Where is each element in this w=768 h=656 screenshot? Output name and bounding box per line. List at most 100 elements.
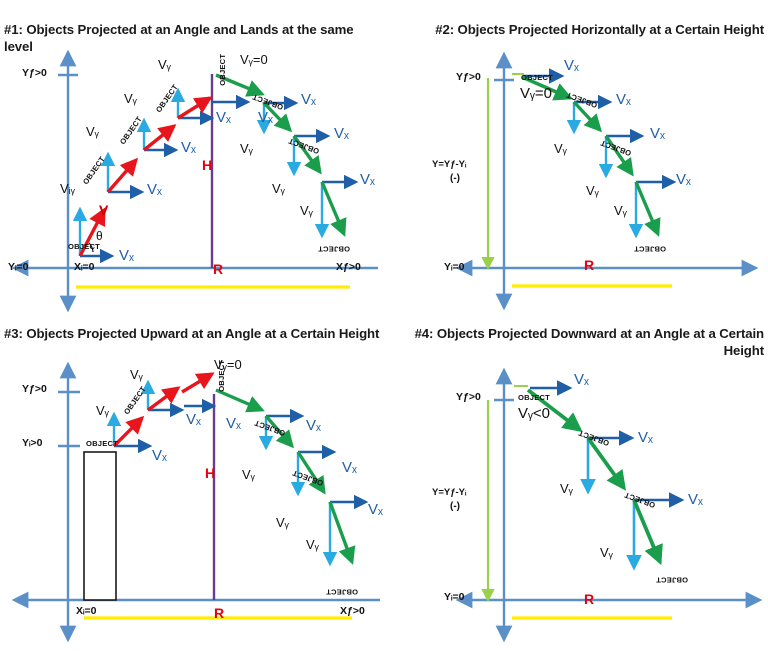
panel-2-vx-3: Vₓ [676, 171, 691, 188]
panel-4-launch-vx-label: Vₓ [574, 371, 589, 388]
panel-1-apex-object: OBJECT [218, 53, 228, 86]
panel-3-vx-2: Vₓ [306, 417, 321, 434]
panel-1-height-label: H [202, 157, 213, 173]
panel-2-vx-1: Vₓ [616, 91, 631, 108]
panel-1-descend-point-3 [314, 174, 359, 239]
panel-2-title: #2: Objects Projected Horizontally at a … [435, 22, 764, 37]
panel-1-object-6: OBJECT [318, 244, 351, 254]
panel-2-vy-3: Vᵧ [614, 203, 627, 218]
panel-4: #4: Objects Projected Downward at an Ang… [384, 320, 768, 656]
panel-3: #3: Objects Projected Upward at an Angle… [0, 320, 384, 656]
panel-1-ascend-point-3 [170, 87, 215, 126]
panel-1: #1: Objects Projected at an Angle and La… [0, 0, 384, 320]
panel-1-vy-1: Vᵧ [86, 124, 99, 139]
panel-1-x-initial-label: Xᵢ=0 [74, 261, 95, 273]
panel-3-descend-point-3 [322, 494, 369, 567]
panel-1-vy-5: Vᵧ [272, 181, 285, 196]
panel-1-vx-6: Vₓ [360, 171, 375, 188]
panel-2-stage [384, 40, 768, 320]
panel-4-object-3: OBJECT [656, 575, 689, 585]
panel-1-vx-3: Vₓ [216, 109, 231, 126]
panel-1-ascend-point-1 [100, 151, 145, 200]
panel-1-vy-6: Vᵧ [300, 203, 313, 218]
panel-1-title: #1: Objects Projected at an Angle and La… [4, 22, 354, 54]
panel-3-stage [0, 348, 384, 648]
panel-3-vx-apex: Vₓ [226, 415, 241, 432]
panel-1-y-initial-label: Yᵢ=0 [8, 261, 29, 273]
panel-3-title: #3: Objects Projected Upward at an Angle… [4, 326, 380, 341]
panel-1-vx-4: Vₓ [301, 91, 316, 108]
panel-1-launch-vy-label: Vᵢᵧ [60, 181, 75, 196]
panel-3-vy-0: Vᵧ [96, 403, 109, 418]
panel-2-axes [455, 51, 759, 311]
panel-3-y-final-label: Yƒ>0 [22, 383, 47, 395]
panel-4-title: #4: Objects Projected Downward at an Ang… [414, 326, 765, 358]
panel-2-descend-point-2 [598, 128, 645, 179]
panel-4-y-initial-label: Yᵢ=0 [444, 591, 465, 603]
panel-2-launch-vx-label: Vₓ [564, 57, 579, 74]
panel-2-vx-2: Vₓ [650, 125, 665, 142]
panel-2-descend-point-3 [628, 174, 677, 239]
panel-4-drop-label: Y=Yƒ-Yᵢ [432, 487, 467, 498]
panel-1-ascend-point-2 [136, 117, 179, 158]
panel-4-vx-2: Vₓ [688, 491, 703, 508]
panel-1-launch-vectors [72, 206, 115, 264]
panel-3-x-final-label: Xƒ>0 [340, 605, 365, 617]
panel-3-vy-2: Vᵧ [242, 467, 255, 482]
panel-1-vx-2: Vₓ [181, 139, 196, 156]
panel-4-launch-vy-condition: Vᵧ<0 [518, 405, 550, 422]
panel-3-x-initial-label: Xᵢ=0 [76, 605, 97, 617]
panel-1-launch-object-label: OBJECT [68, 242, 101, 251]
panel-2-y-final-label: Yƒ>0 [456, 71, 481, 83]
panel-3-vx-3: Vₓ [342, 459, 357, 476]
panel-2: #2: Objects Projected Horizontally at a … [384, 0, 768, 320]
panel-1-apex-vy-label: Vᵧ=0 [240, 52, 268, 67]
panel-2-launch-vectors [512, 68, 573, 101]
panel-3-apex-vy-label: Vᵧ=0 [214, 357, 242, 372]
panel-2-vy-2: Vᵧ [586, 183, 599, 198]
panel-4-descend-point-2 [626, 492, 685, 571]
panel-1-range-label: R [213, 261, 224, 277]
panel-3-platform [83, 451, 117, 601]
panel-3-vx-4: Vₓ [368, 501, 383, 518]
panel-3-object-4: OBJECT [326, 587, 359, 597]
panel-1-y-final-label: Yƒ>0 [22, 67, 47, 79]
panel-4-vx-1: Vₓ [638, 429, 653, 446]
panel-3-ascend-point-1 [106, 411, 153, 454]
panel-2-drop-label: Y=Yƒ-Yᵢ [432, 159, 467, 170]
panel-3-range-label: R [214, 605, 225, 621]
panel-3-vy-3: Vᵧ [276, 515, 289, 530]
panel-4-range-label: R [584, 591, 595, 607]
panel-4-launch-object-label: OBJECT [518, 393, 551, 402]
panel-3-descend-point-1 [258, 408, 305, 451]
panel-4-vy-1: Vᵧ [560, 481, 573, 496]
panel-3-vy-4: Vᵧ [306, 537, 319, 552]
panel-4-descend-point-1 [580, 430, 635, 495]
panel-3-ascend-point-2 [140, 379, 185, 418]
panel-1-vy-2: Vᵧ [124, 91, 137, 106]
panel-4-y-final-label: Yƒ>0 [456, 391, 481, 403]
panel-4-stage [384, 356, 768, 648]
panel-3-ascend-point-3 [181, 372, 217, 414]
panel-3-launch-object-label: OBJECT [86, 439, 119, 448]
panel-1-apex [212, 73, 265, 110]
panel-4-axes [455, 367, 763, 643]
panel-1-vx-1: Vₓ [147, 181, 162, 198]
panel-2-drop-sign-label: (-) [450, 173, 460, 184]
panel-3-vy-1: Vᵧ [130, 367, 143, 382]
panel-2-descend-point-1 [566, 94, 613, 135]
panel-3-vx-1: Vₓ [186, 411, 201, 428]
panel-3-descend-point-2 [290, 444, 337, 497]
panel-1-descend-point-2 [286, 128, 331, 177]
panel-4-vy-2: Vᵧ [600, 545, 613, 560]
panel-3-height-label: H [205, 465, 216, 481]
panel-2-vy-1: Vᵧ [554, 141, 567, 156]
panel-2-object-3: OBJECT [634, 244, 667, 254]
panel-3-apex [215, 388, 265, 413]
panel-1-stage [0, 40, 384, 320]
panel-1-launch-vx-label: Vₓ [119, 247, 134, 264]
panel-3-y-initial-label: Yᵢ>0 [22, 437, 43, 449]
panel-1-descend-point-1 [256, 95, 299, 135]
panel-3-axes [11, 361, 380, 643]
